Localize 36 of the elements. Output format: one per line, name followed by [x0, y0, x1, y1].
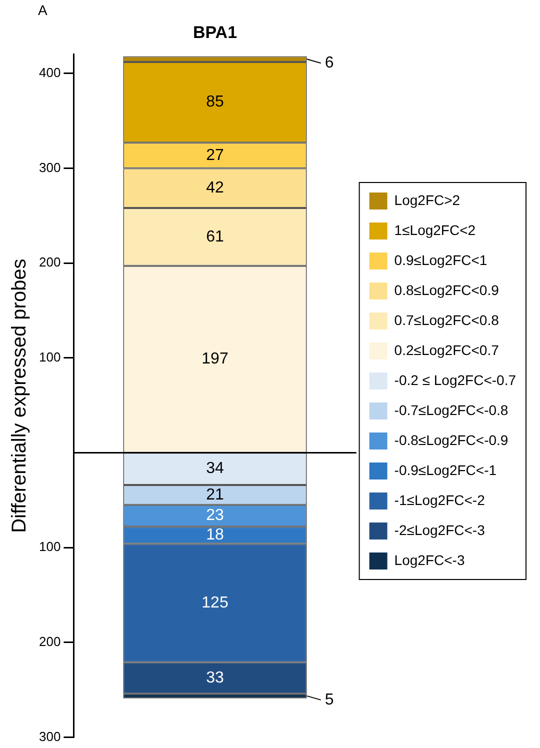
data-label: 42: [206, 180, 224, 197]
data-label: 21: [206, 486, 224, 504]
data-label: 125: [202, 594, 228, 612]
text: A: [38, 2, 48, 18]
legend-label: 0.9≤Log2FC<1: [394, 252, 488, 268]
data-label: 197: [202, 350, 228, 368]
legend-label: Log2FC>2: [394, 192, 460, 208]
data-label: 18: [206, 526, 224, 544]
legend-label: -1≤Log2FC<-2: [394, 492, 486, 508]
legend-label: -0.2 ≤ Log2FC<-0.7: [394, 372, 516, 388]
legend-label: -0.8≤Log2FC<-0.9: [394, 432, 508, 448]
data-label: 27: [206, 146, 224, 164]
legend-label: -0.7≤Log2FC<-0.8: [394, 402, 508, 418]
y-tick-label: 200: [38, 254, 61, 270]
data-label: 61: [206, 228, 224, 246]
legend-label: 0.7≤Log2FC<0.8: [394, 312, 500, 328]
legend-label: Log2FC<-3: [394, 552, 465, 568]
legend-label: -2≤Log2FC<-3: [394, 522, 486, 538]
y-tick-label: 300: [38, 160, 61, 175]
y-axis-title: Differentially expressed probes: [8, 258, 31, 533]
legend-label: -0.9≤Log2FC<-1: [394, 462, 497, 478]
legend-label: 0.8≤Log2FC<0.9: [394, 282, 500, 298]
legend-label: 0.2≤Log2FC<0.7: [394, 342, 500, 358]
legend-label: 1≤Log2FC<2: [394, 222, 476, 238]
y-tick-label: 100: [38, 349, 61, 364]
x-tick-label: BPA1: [192, 22, 238, 42]
data-label: 85: [206, 94, 224, 111]
y-tick-label: 400: [38, 64, 61, 80]
y-tick-label: 100: [38, 539, 61, 554]
data-label: 33: [206, 669, 224, 686]
data-label: 5: [324, 691, 334, 708]
data-label: 6: [324, 54, 334, 72]
data-label: 23: [206, 507, 224, 524]
data-label: 34: [206, 460, 224, 478]
y-tick-label: 200: [38, 634, 61, 649]
y-tick-label: 300: [38, 728, 61, 744]
